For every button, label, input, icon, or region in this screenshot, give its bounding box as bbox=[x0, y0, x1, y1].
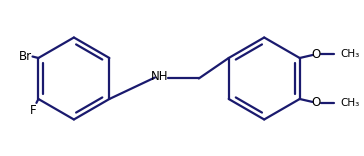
Text: O: O bbox=[312, 48, 321, 61]
Text: CH₃: CH₃ bbox=[341, 49, 360, 59]
Text: O: O bbox=[312, 96, 321, 109]
Text: F: F bbox=[30, 104, 37, 117]
Text: CH₃: CH₃ bbox=[341, 98, 360, 108]
Text: Br: Br bbox=[19, 50, 32, 63]
Text: NH: NH bbox=[151, 70, 169, 83]
